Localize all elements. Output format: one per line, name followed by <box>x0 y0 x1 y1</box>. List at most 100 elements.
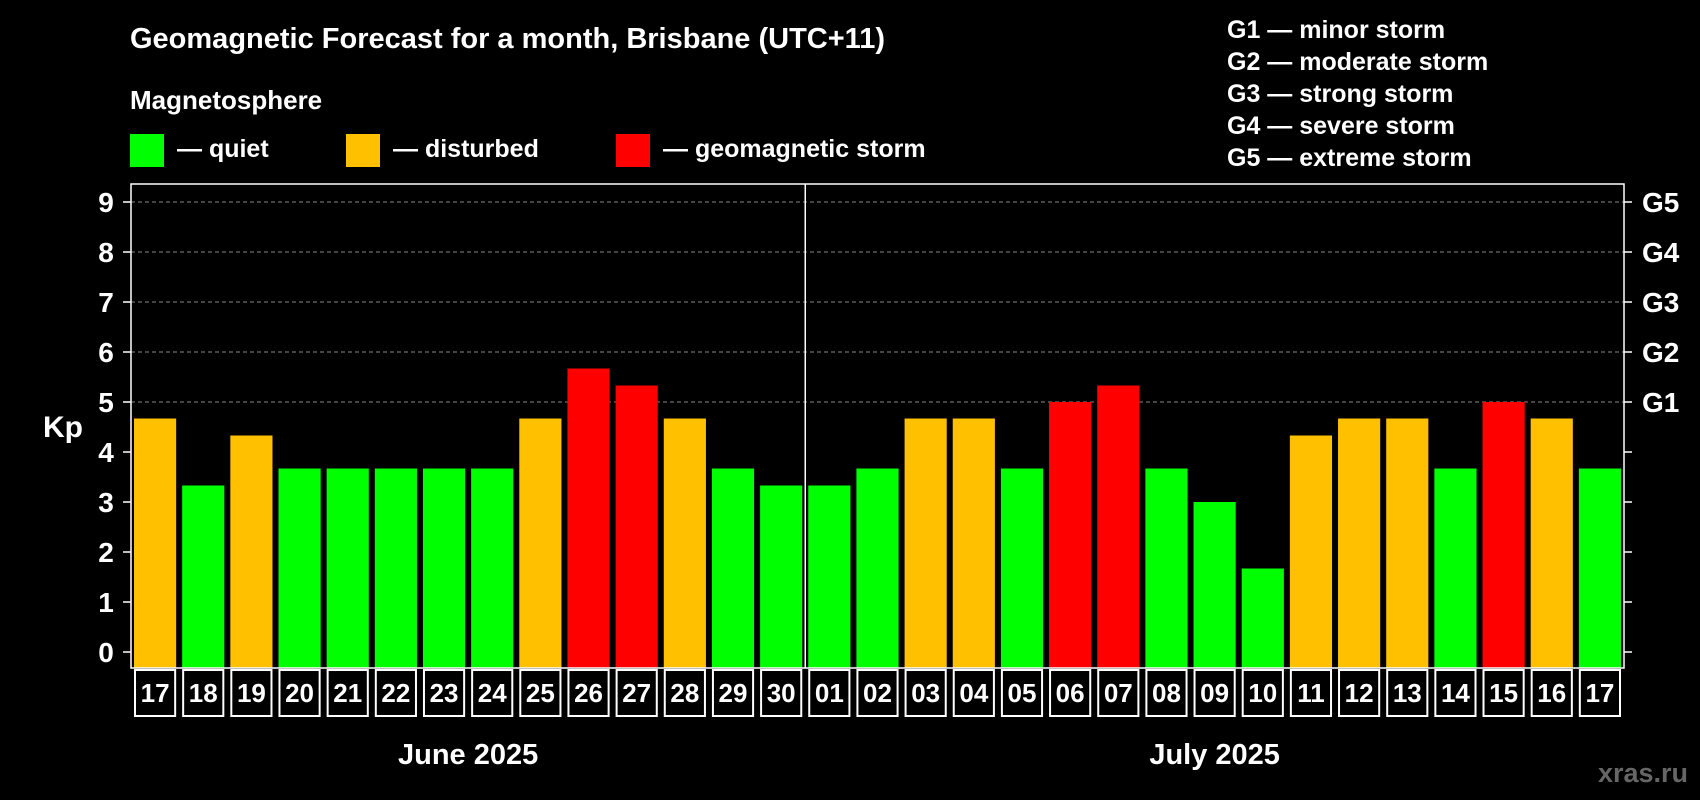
bar-20 <box>1049 402 1092 668</box>
storm-level-label-g5: G5 <box>1642 187 1679 218</box>
day-box-3 <box>230 669 273 717</box>
storm-scale-item-4: G4 — severe storm <box>1227 112 1455 140</box>
day-label-9: 25 <box>526 678 555 708</box>
day-label-23: 09 <box>1200 678 1229 708</box>
legend: — quiet — disturbed — geomagnetic storm <box>130 134 926 167</box>
legend-swatch-2 <box>346 134 380 167</box>
chart-title: Geomagnetic Forecast for a month, Brisba… <box>130 23 885 55</box>
bar-31 <box>1578 468 1621 668</box>
bar-26 <box>1338 418 1381 668</box>
storm-scale-item-1: G1 — minor storm <box>1227 16 1445 44</box>
bar-19 <box>1000 468 1044 668</box>
day-box-2 <box>182 669 225 717</box>
day-box-1 <box>134 669 177 717</box>
day-box-14 <box>760 669 803 717</box>
watermark: xras.ru <box>1598 758 1688 788</box>
bar-5 <box>326 468 369 668</box>
day-label-19: 05 <box>1008 678 1037 708</box>
day-box-23 <box>1193 669 1236 717</box>
day-label-18: 04 <box>959 678 988 708</box>
day-label-5: 21 <box>333 678 362 708</box>
storm-level-label-g2: G2 <box>1642 337 1679 368</box>
day-label-4: 20 <box>285 678 314 708</box>
day-box-26 <box>1338 669 1381 717</box>
y-tick-label-7: 7 <box>98 287 114 318</box>
day-label-2: 18 <box>189 678 218 708</box>
bar-29 <box>1482 402 1525 668</box>
day-label-12: 28 <box>670 678 699 708</box>
bar-30 <box>1530 418 1573 668</box>
storm-scale-legend: G1 — minor storm G2 — moderate storm G3 — … <box>1227 16 1488 172</box>
y-tick-label-5: 5 <box>98 387 114 418</box>
x-axis: 17 18 19 20 21 22 23 24 25 26 27 28 29 30 01 02 03 04 05 06… <box>134 669 1622 771</box>
y-tick-label-6: 6 <box>98 337 114 368</box>
storm-level-label-g3: G3 <box>1642 287 1679 318</box>
day-label-30: 16 <box>1537 678 1566 708</box>
day-label-20: 06 <box>1056 678 1085 708</box>
grid-lines <box>131 201 1624 403</box>
day-box-19 <box>1000 669 1044 717</box>
bar-16 <box>856 468 899 668</box>
bar-21 <box>1097 385 1140 668</box>
bar-1 <box>134 418 177 668</box>
day-box-30 <box>1530 669 1573 717</box>
bar-17 <box>904 418 947 668</box>
y-tick-label-0: 0 <box>98 637 114 668</box>
bar-11 <box>615 385 658 668</box>
day-label-27: 13 <box>1393 678 1422 708</box>
day-box-13 <box>711 669 755 717</box>
day-label-17: 03 <box>911 678 940 708</box>
day-box-28 <box>1434 669 1477 717</box>
bar-27 <box>1386 418 1429 668</box>
bar-18 <box>952 418 995 668</box>
day-label-6: 22 <box>381 678 410 708</box>
legend-label-1: — quiet <box>177 135 269 163</box>
day-box-21 <box>1097 669 1140 717</box>
legend-swatch-1 <box>130 134 164 167</box>
bar-8 <box>471 468 514 668</box>
day-label-14: 30 <box>767 678 796 708</box>
day-label-29: 15 <box>1489 678 1518 708</box>
bar-10 <box>567 368 610 668</box>
bar-13 <box>711 468 755 668</box>
day-label-28: 14 <box>1441 678 1470 708</box>
day-label-1: 17 <box>141 678 170 708</box>
day-box-10 <box>567 669 610 717</box>
day-box-27 <box>1386 669 1429 717</box>
day-label-26: 12 <box>1345 678 1374 708</box>
day-box-24 <box>1241 669 1284 717</box>
bar-3 <box>230 435 273 668</box>
storm-level-label-g1: G1 <box>1642 387 1679 418</box>
day-label-22: 08 <box>1152 678 1181 708</box>
day-label-11: 27 <box>622 678 651 708</box>
y-axis: 0 1 2 3 4 5 6 7 8 9 G1 G2 G3 G4 G5 <box>98 187 1680 668</box>
bar-14 <box>760 485 803 668</box>
day-box-6 <box>374 669 417 717</box>
y-tick-label-4: 4 <box>98 437 114 468</box>
day-box-8 <box>471 669 514 717</box>
day-label-8: 24 <box>478 678 507 708</box>
bar-4 <box>278 468 321 668</box>
legend-label-3: — geomagnetic storm <box>663 135 926 163</box>
day-label-25: 11 <box>1297 678 1325 708</box>
day-label-15: 01 <box>815 678 844 708</box>
day-label-24: 10 <box>1248 678 1277 708</box>
bar-22 <box>1145 468 1188 668</box>
day-label-7: 23 <box>430 678 459 708</box>
bars <box>134 368 1621 668</box>
y-tick-label-1: 1 <box>98 587 114 618</box>
bar-28 <box>1434 468 1477 668</box>
day-box-17 <box>904 669 947 717</box>
day-box-4 <box>278 669 321 717</box>
bar-25 <box>1289 435 1333 668</box>
day-box-9 <box>519 669 562 717</box>
bar-12 <box>663 418 706 668</box>
y-axis-label: Kp <box>43 411 83 444</box>
y-tick-label-2: 2 <box>98 537 114 568</box>
day-box-15 <box>808 669 851 717</box>
bar-24 <box>1241 568 1284 668</box>
day-box-20 <box>1049 669 1092 717</box>
month-label-1: June 2025 <box>398 739 538 771</box>
day-box-11 <box>615 669 658 717</box>
